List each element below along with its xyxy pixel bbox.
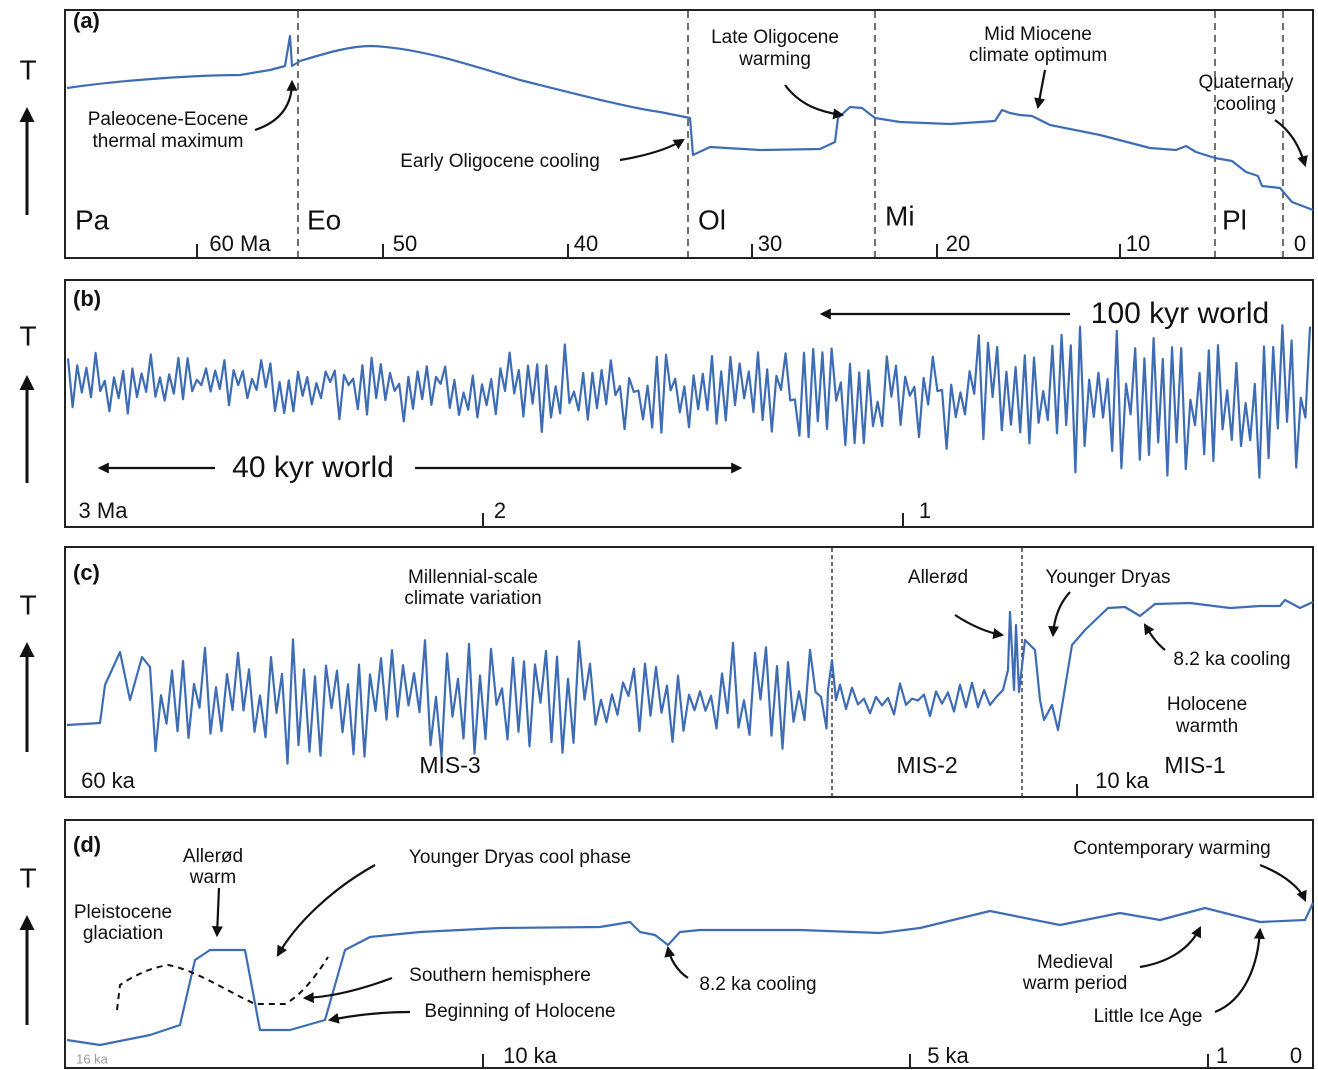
- label: 10: [1126, 231, 1150, 256]
- label: T: [19, 320, 36, 351]
- label: Paleocene-Eocene: [88, 109, 249, 130]
- label: 60 Ma: [209, 231, 271, 256]
- label: Pa: [75, 204, 110, 235]
- tick-marks: [196, 244, 1209, 1068]
- label: Mid Miocene: [984, 24, 1092, 45]
- label: Younger Dryas: [1046, 567, 1171, 588]
- label: Ol: [698, 204, 726, 235]
- label: Quaternary: [1198, 72, 1294, 93]
- label: Allerød: [183, 846, 243, 867]
- label: cooling: [1216, 94, 1276, 115]
- label: 100 kyr world: [1091, 297, 1269, 330]
- dashed-boundaries: [297, 11, 1284, 796]
- label: 10 ka: [1095, 768, 1150, 793]
- label: warmth: [1175, 716, 1238, 737]
- label: (a): [73, 8, 100, 33]
- label: 5 ka: [927, 1043, 969, 1068]
- label: Eo: [307, 204, 341, 235]
- label: 60 ka: [81, 768, 136, 793]
- label: 1: [1216, 1043, 1228, 1068]
- label: Little Ice Age: [1094, 1006, 1203, 1027]
- label: 16 ka: [76, 1051, 109, 1066]
- label: glaciation: [83, 923, 163, 944]
- curve-c: [66, 598, 1314, 765]
- curve-d: [66, 902, 1314, 1047]
- label: Pl: [1222, 204, 1247, 235]
- label: 0: [1290, 1043, 1302, 1068]
- label: Late Oligocene: [711, 27, 839, 48]
- label: Early Oligocene cooling: [400, 151, 600, 172]
- curve-b: [66, 324, 1312, 479]
- label: T: [19, 862, 36, 893]
- label: Allerød: [908, 567, 968, 588]
- label: Mi: [885, 200, 915, 231]
- label: T: [19, 589, 36, 620]
- label: Younger Dryas cool phase: [409, 847, 631, 868]
- label: 40 kyr world: [232, 451, 394, 484]
- panel-boxes: [64, 9, 1314, 1069]
- label: 1: [919, 498, 931, 523]
- label: climate optimum: [969, 45, 1107, 66]
- label: Medieval: [1037, 952, 1113, 973]
- label: 40: [574, 231, 598, 256]
- label: 50: [393, 231, 417, 256]
- label: 10 ka: [503, 1043, 558, 1068]
- label: MIS-1: [1164, 752, 1225, 778]
- label: warm: [189, 867, 236, 888]
- label: 8.2 ka cooling: [1173, 649, 1290, 670]
- label: warming: [738, 49, 811, 70]
- label: Millennial-scale: [408, 567, 538, 588]
- label: MIS-3: [419, 752, 480, 778]
- label: Southern hemisphere: [409, 965, 591, 986]
- label: (d): [73, 832, 101, 857]
- annotation-arrows: [97, 69, 1308, 1024]
- label: Holocene: [1167, 694, 1247, 715]
- label: Pleistocene: [74, 902, 172, 923]
- label: (c): [73, 560, 100, 585]
- label: warm period: [1022, 973, 1128, 994]
- label: MIS-2: [896, 752, 957, 778]
- label: 0: [1294, 231, 1306, 256]
- label: 2: [494, 498, 506, 523]
- southern-hemisphere-curve: [116, 956, 329, 1011]
- label: climate variation: [404, 588, 541, 609]
- label: Beginning of Holocene: [424, 1001, 615, 1022]
- label: Contemporary warming: [1073, 838, 1270, 859]
- label: 3 Ma: [79, 498, 129, 523]
- label: T: [19, 54, 36, 85]
- label: (b): [73, 286, 101, 311]
- label: thermal maximum: [93, 131, 244, 152]
- label: 20: [946, 231, 970, 256]
- label: 8.2 ka cooling: [699, 974, 816, 995]
- label: 30: [758, 231, 782, 256]
- curve-a: [66, 34, 1314, 212]
